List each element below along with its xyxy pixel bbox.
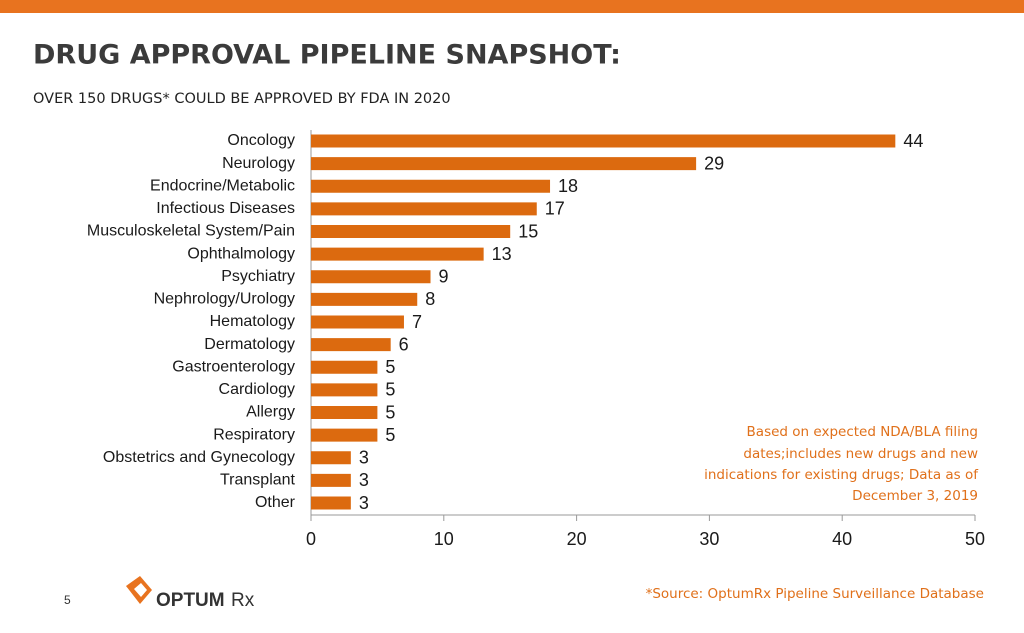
bar bbox=[311, 338, 391, 352]
x-tick-label: 0 bbox=[306, 529, 316, 549]
y-tick-label: Ophthalmology bbox=[187, 245, 295, 262]
bar bbox=[311, 360, 378, 374]
slide-subtitle: OVER 150 DRUGS* COULD BE APPROVED BY FDA… bbox=[33, 91, 451, 107]
bar bbox=[311, 270, 431, 284]
logo-mark-inner bbox=[134, 583, 147, 597]
bar bbox=[311, 134, 896, 148]
bar bbox=[311, 451, 351, 465]
logo-suffix: Rx bbox=[231, 590, 255, 611]
x-tick-label: 30 bbox=[699, 529, 719, 549]
logo: OPTUM Rx bbox=[126, 576, 255, 611]
x-tick-label: 20 bbox=[567, 529, 587, 549]
note-line: December 3, 2019 bbox=[852, 488, 978, 504]
note-line: dates;includes new drugs and new bbox=[743, 446, 978, 462]
value-label: 29 bbox=[704, 153, 724, 173]
value-label: 5 bbox=[385, 380, 395, 400]
y-tick-label: Infectious Diseases bbox=[156, 200, 295, 217]
bar bbox=[311, 292, 418, 306]
bar bbox=[311, 225, 511, 238]
y-tick-label: Neurology bbox=[222, 155, 295, 172]
x-tick-label: 50 bbox=[965, 529, 985, 549]
value-label: 17 bbox=[545, 199, 565, 219]
page-number: 5 bbox=[64, 593, 71, 607]
y-tick-label: Musculoskeletal System/Pain bbox=[87, 223, 295, 240]
bar bbox=[311, 315, 404, 329]
value-label: 18 bbox=[558, 176, 578, 196]
y-tick-label: Endocrine/Metabolic bbox=[150, 177, 295, 194]
value-label: 9 bbox=[439, 267, 449, 287]
bar bbox=[311, 247, 484, 261]
value-label: 7 bbox=[412, 312, 422, 332]
y-tick-label: Other bbox=[255, 494, 296, 511]
source-note: *Source: OptumRx Pipeline Surveillance D… bbox=[646, 586, 984, 602]
bar bbox=[311, 473, 351, 487]
bar bbox=[311, 179, 551, 193]
y-tick-label: Hematology bbox=[210, 313, 295, 330]
y-tick-label: Cardiology bbox=[219, 381, 295, 398]
note-line: Based on expected NDA/BLA filing bbox=[747, 424, 978, 440]
y-tick-label: Respiratory bbox=[213, 426, 295, 443]
value-label: 3 bbox=[359, 448, 369, 468]
y-tick-label: Allergy bbox=[246, 404, 295, 421]
value-label: 13 bbox=[492, 244, 512, 264]
y-tick-label: Nephrology/Urology bbox=[154, 291, 295, 308]
value-label: 44 bbox=[903, 131, 923, 151]
value-label: 3 bbox=[359, 493, 369, 513]
bar bbox=[311, 428, 378, 442]
value-label: 8 bbox=[425, 289, 435, 309]
y-tick-label: Obstetrics and Gynecology bbox=[103, 449, 295, 466]
bar bbox=[311, 406, 378, 419]
value-label: 6 bbox=[399, 334, 409, 354]
value-label: 3 bbox=[359, 470, 369, 490]
y-tick-label: Dermatology bbox=[204, 336, 295, 353]
bar bbox=[311, 157, 697, 171]
bar bbox=[311, 202, 537, 216]
bar bbox=[311, 496, 351, 510]
y-tick-label: Transplant bbox=[220, 472, 296, 489]
logo-brand: OPTUM bbox=[156, 590, 225, 611]
value-label: 15 bbox=[518, 221, 538, 241]
bar bbox=[311, 383, 378, 397]
y-tick-label: Gastroenterology bbox=[172, 358, 295, 375]
value-label: 5 bbox=[385, 425, 395, 445]
y-tick-label: Oncology bbox=[227, 132, 295, 149]
note-line: indications for existing drugs; Data as … bbox=[704, 467, 979, 483]
value-label: 5 bbox=[385, 357, 395, 377]
x-tick-label: 40 bbox=[832, 529, 852, 549]
top-band bbox=[0, 0, 1024, 13]
x-tick-label: 10 bbox=[434, 529, 454, 549]
value-label: 5 bbox=[385, 402, 395, 422]
y-tick-label: Psychiatry bbox=[221, 268, 295, 285]
slide-title: DRUG APPROVAL PIPELINE SNAPSHOT: bbox=[33, 40, 621, 71]
